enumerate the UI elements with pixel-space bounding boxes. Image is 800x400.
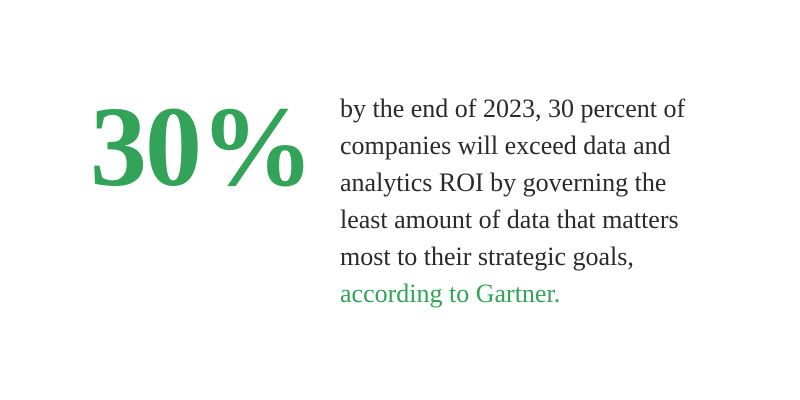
big-stat-value: 30% — [90, 83, 314, 210]
source-link[interactable]: according to Gartner. — [340, 279, 561, 308]
stat-description-text: by the end of 2023, 30 percent of compan… — [340, 94, 686, 271]
stat-description: by the end of 2023, 30 percent of compan… — [340, 90, 720, 312]
